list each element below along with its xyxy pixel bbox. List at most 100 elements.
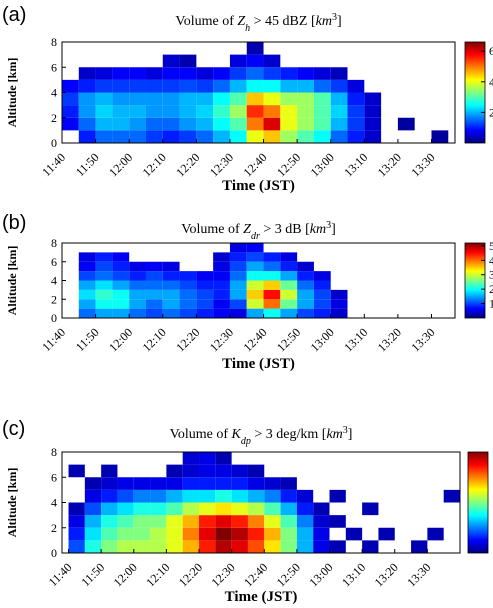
x-tick-label: 13:10 xyxy=(339,560,368,589)
heat-cell xyxy=(330,299,348,309)
heat-cell xyxy=(84,527,102,541)
y-tick-label: 2 xyxy=(51,292,57,306)
x-tick-label: 11:50 xyxy=(73,325,102,354)
x-tick-label: 12:00 xyxy=(111,560,140,589)
heat-cell xyxy=(280,308,298,318)
heat-cell xyxy=(231,540,248,553)
heat-cell xyxy=(179,271,197,281)
heat-cell xyxy=(364,117,382,131)
heat-cell xyxy=(179,117,197,131)
heat-cell xyxy=(179,299,197,309)
heat-cell xyxy=(246,271,264,281)
heat-cell xyxy=(330,117,348,131)
heat-cell xyxy=(95,67,113,80)
heat-cell xyxy=(229,67,247,80)
colorbar-tick-label: 3 xyxy=(489,268,493,282)
heat-cell xyxy=(347,79,365,93)
heat-cell xyxy=(247,489,265,503)
heat-cell xyxy=(313,540,330,553)
heat-cell xyxy=(78,79,96,93)
heat-cell xyxy=(313,289,331,300)
heat-cell xyxy=(62,105,79,118)
heat-cell xyxy=(129,105,146,118)
heat-cell xyxy=(179,92,197,106)
heat-cell xyxy=(166,464,183,478)
heat-cell xyxy=(280,489,297,503)
heat-cell xyxy=(182,477,200,490)
heat-cell xyxy=(231,464,248,478)
heat-cell xyxy=(280,105,298,118)
heat-cell xyxy=(78,308,96,318)
heat-cell xyxy=(145,105,163,118)
heat-cell xyxy=(166,540,183,553)
heat-cell xyxy=(133,502,151,516)
heat-cell xyxy=(112,117,130,131)
heat-cell xyxy=(112,92,130,106)
heat-cell xyxy=(129,92,146,106)
title-part: km xyxy=(326,427,342,442)
heat-cell xyxy=(112,79,130,93)
heat-cell xyxy=(182,540,200,553)
title-part: 3 xyxy=(343,425,348,436)
heat-cell xyxy=(215,502,232,516)
y-tick-label: 8 xyxy=(51,236,57,250)
heat-cell xyxy=(330,105,348,118)
heat-cell xyxy=(264,540,281,553)
heat-cell xyxy=(345,527,363,541)
heat-cell xyxy=(280,515,297,528)
heat-cell xyxy=(145,117,163,131)
heat-cell xyxy=(280,92,298,106)
heat-cell xyxy=(162,299,180,309)
heat-cell xyxy=(280,289,298,300)
heat-cell xyxy=(263,79,281,93)
title-part: Volume of xyxy=(170,427,232,442)
heat-cell xyxy=(431,130,449,143)
heat-cell xyxy=(68,464,85,478)
heat-cell xyxy=(213,299,230,309)
heat-cell xyxy=(101,527,118,541)
heat-cell xyxy=(182,515,200,528)
heat-cell xyxy=(229,261,247,272)
heat-cell xyxy=(213,252,230,262)
heat-cell xyxy=(364,92,382,106)
heat-cell xyxy=(101,515,118,528)
title-part: 3 xyxy=(326,220,331,231)
colorbar-tick-label: 1 xyxy=(489,297,493,311)
x-tick-label: 11:40 xyxy=(39,325,68,354)
heat-cell xyxy=(280,527,297,541)
heat-cell xyxy=(247,477,265,490)
panel-label: (c) xyxy=(2,418,25,440)
heat-cell xyxy=(427,527,444,541)
y-tick-label: 8 xyxy=(51,35,57,49)
heat-cell xyxy=(297,79,314,93)
heat-cell xyxy=(313,502,330,516)
heat-cell xyxy=(133,540,151,553)
heat-cell xyxy=(246,117,264,131)
heat-cell xyxy=(78,271,96,281)
heat-cell xyxy=(229,243,247,253)
heat-cell xyxy=(78,252,96,262)
heat-cell xyxy=(179,105,197,118)
y-axis-label: Altitude [km] xyxy=(5,58,19,128)
heat-cell xyxy=(129,299,146,309)
heat-cell xyxy=(199,464,216,478)
heat-cell xyxy=(196,280,214,290)
heat-cell xyxy=(231,502,248,516)
heat-cell xyxy=(263,289,281,300)
heat-cell xyxy=(297,105,314,118)
heat-cell xyxy=(280,130,298,143)
heat-cell xyxy=(229,280,247,290)
x-tick-label: 12:20 xyxy=(173,150,202,179)
heat-cell xyxy=(330,79,348,93)
y-tick-label: 4 xyxy=(51,86,57,100)
heat-cell xyxy=(246,308,264,318)
x-tick-label: 12:20 xyxy=(176,560,205,589)
title-part: km xyxy=(310,222,326,237)
title-part: > 45 dBZ [ xyxy=(250,14,316,29)
heat-cell xyxy=(112,105,130,118)
heat-cell xyxy=(133,489,151,503)
heat-cell xyxy=(264,489,281,503)
x-tick-label: 11:40 xyxy=(39,150,68,179)
heat-cell xyxy=(179,67,197,80)
